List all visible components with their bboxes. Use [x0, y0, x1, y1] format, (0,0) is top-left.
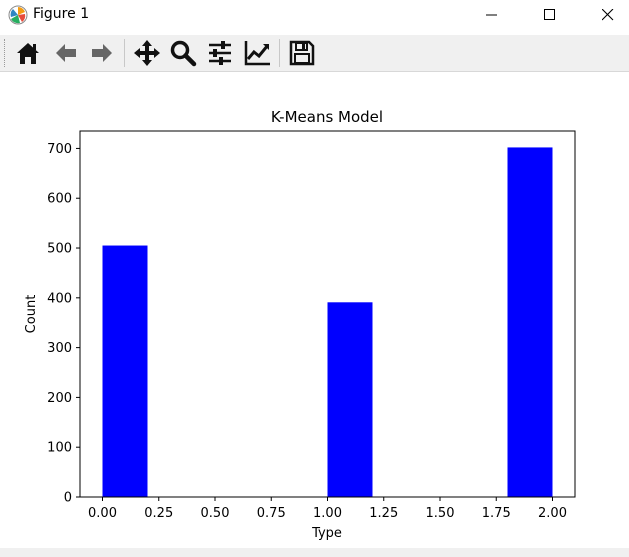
x-tick-label: 1.50 — [426, 506, 455, 521]
subplots-button[interactable] — [204, 37, 236, 69]
x-tick-label: 0.00 — [88, 506, 117, 521]
close-button[interactable] — [585, 0, 629, 31]
edit-axis-button[interactable] — [241, 37, 273, 69]
pan-button[interactable] — [131, 37, 163, 69]
home-icon — [17, 43, 39, 64]
x-tick-label: 0.75 — [257, 506, 286, 521]
y-tick-label: 100 — [47, 441, 72, 456]
window-title: Figure 1 — [33, 6, 90, 22]
window-titlebar: Figure 1 — [0, 0, 629, 31]
minimize-button[interactable] — [469, 0, 515, 31]
x-tick-label: 1.00 — [313, 506, 342, 521]
matplotlib-logo-icon — [8, 5, 28, 25]
back-arrow-icon — [56, 44, 76, 62]
navigation-toolbar — [0, 35, 629, 72]
edit-axis-chart-icon — [244, 41, 270, 66]
y-axis: 0 100 200 300 400 500 600 700 — [47, 142, 80, 506]
forward-button[interactable] — [86, 37, 118, 69]
x-tick-label: 1.75 — [482, 506, 511, 521]
x-tick-label: 0.50 — [201, 506, 230, 521]
y-tick-label: 700 — [47, 142, 72, 157]
x-axis: 0.00 0.25 0.50 0.75 1.00 1.25 1.50 1.75 2.00 — [88, 497, 567, 521]
y-axis-label: Count — [24, 295, 39, 334]
close-icon — [602, 9, 614, 21]
y-tick-label: 600 — [47, 192, 72, 207]
y-tick-label: 500 — [47, 242, 72, 257]
x-tick-label: 2.00 — [538, 506, 567, 521]
home-button[interactable] — [12, 37, 44, 69]
x-tick-label: 0.25 — [144, 506, 173, 521]
save-floppy-icon — [289, 40, 315, 66]
status-bar — [0, 548, 629, 557]
figure-canvas[interactable]: K-Means Model 0.00 0.25 0.50 0.75 1.00 1.25 1.… — [0, 72, 629, 548]
minimize-icon — [486, 14, 497, 16]
bar — [102, 245, 148, 497]
bar-series — [102, 147, 553, 497]
y-tick-label: 200 — [47, 391, 72, 406]
maximize-button[interactable] — [527, 0, 573, 31]
bar — [327, 302, 373, 497]
toolbar-separator — [279, 39, 280, 67]
maximize-icon — [544, 9, 555, 20]
forward-arrow-icon — [92, 44, 112, 62]
save-button[interactable] — [286, 37, 318, 69]
toolbar-grip — [4, 39, 7, 67]
y-tick-label: 400 — [47, 291, 72, 306]
plot-frame — [79, 130, 576, 498]
back-button[interactable] — [50, 37, 82, 69]
zoom-magnifier-icon — [170, 40, 197, 67]
zoom-button[interactable] — [167, 37, 199, 69]
bar — [507, 147, 553, 497]
toolbar-separator — [124, 39, 125, 67]
y-tick-label: 300 — [47, 341, 72, 356]
chart-title: K-Means Model — [271, 108, 383, 126]
pan-move-icon — [134, 40, 160, 66]
y-tick-label: 0 — [64, 491, 72, 506]
x-axis-label: Type — [311, 526, 342, 541]
subplots-sliders-icon — [209, 41, 231, 65]
x-tick-label: 1.25 — [369, 506, 398, 521]
